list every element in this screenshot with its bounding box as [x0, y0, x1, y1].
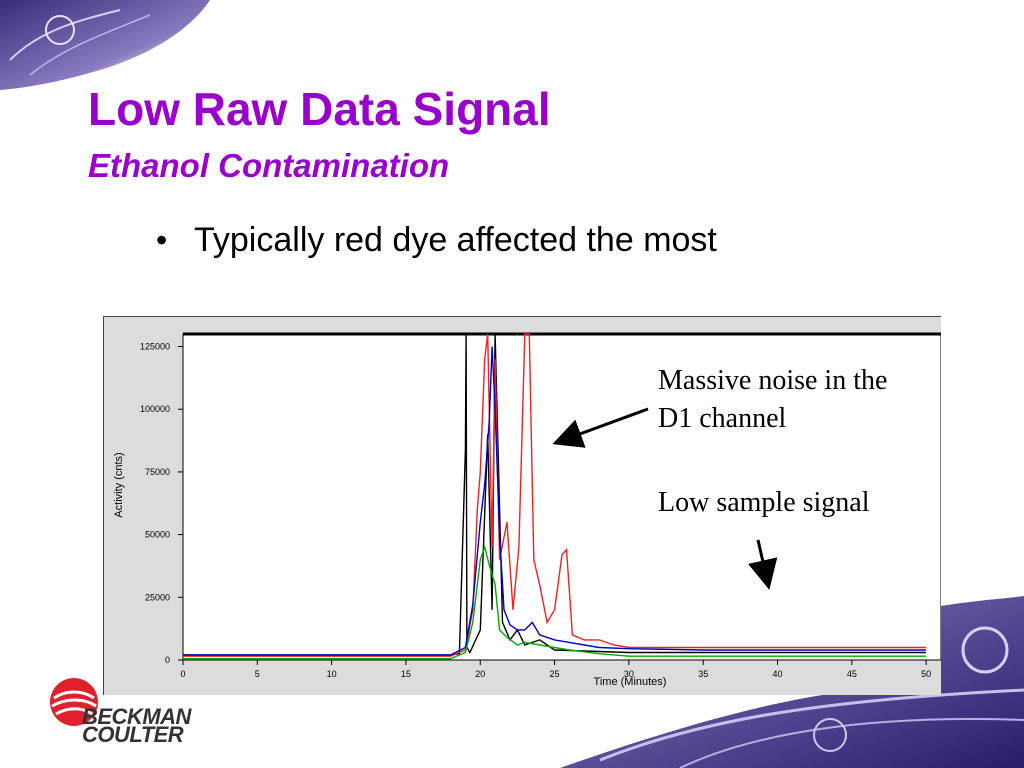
- series-line-2: [183, 346, 927, 656]
- bullet-text: Typically red dye affected the most: [194, 221, 717, 259]
- logo-text-line-2: COULTER: [82, 722, 184, 747]
- x-tick-label: 10: [327, 669, 337, 679]
- x-tick-label: 30: [624, 669, 634, 679]
- x-tick-label: 15: [401, 669, 411, 679]
- slide-subtitle: Ethanol Contamination: [88, 147, 450, 184]
- x-tick-label: 25: [550, 669, 560, 679]
- chromatogram-chart: 0 5 10 15 20 25 30 35 40 45 50 0 25000 50000 75000 1000…: [113, 332, 941, 688]
- corner-decoration-top-left: [0, 0, 210, 90]
- annotation-d1-noise: Massive noise in the D1 channel: [658, 365, 888, 434]
- x-tick-label: 45: [847, 669, 857, 679]
- annotation-low-signal: Low sample signal: [658, 487, 870, 518]
- y-tick-label: 125000: [140, 342, 170, 352]
- x-tick-label: 5: [255, 669, 260, 679]
- y-axis-label: Activity (cnts): [113, 452, 125, 517]
- x-axis-label: Time (Minutes): [594, 676, 667, 688]
- y-tick-label: 75000: [145, 467, 170, 477]
- logo-text-line-1: BECKMAN: [82, 704, 191, 729]
- series-line-3: [183, 544, 927, 660]
- series-line-0: [183, 333, 927, 656]
- x-tick-label: 20: [475, 669, 485, 679]
- series-line-1: [183, 333, 927, 657]
- slide-title: Low Raw Data Signal: [88, 83, 551, 135]
- y-tick-label: 0: [165, 655, 170, 665]
- plot-area: [182, 333, 941, 661]
- y-tick-label: 25000: [145, 592, 170, 602]
- beckman-coulter-logo-icon: [50, 678, 98, 726]
- y-tick-label: 50000: [145, 530, 170, 540]
- x-tick-label: 40: [773, 669, 783, 679]
- y-tick-label: 100000: [140, 404, 170, 414]
- x-tick-label: 35: [698, 669, 708, 679]
- x-tick-label: 0: [180, 669, 185, 679]
- x-tick-label: 50: [921, 669, 931, 679]
- bullet-marker: •: [156, 222, 168, 258]
- chromatogram-panel: 0 5 10 15 20 25 30 35 40 45 50 0 25000 50000 75000 1000…: [103, 316, 941, 695]
